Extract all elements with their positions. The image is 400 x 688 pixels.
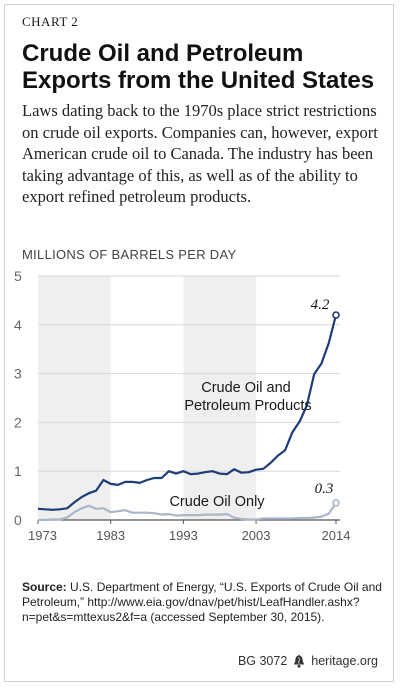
end-value-label-primary: 4.2 <box>311 297 330 313</box>
x-tick-labels: 1973 1983 1993 2003 2014 <box>28 520 350 543</box>
y-tick-label-0: 0 <box>14 512 22 528</box>
source-note: Source: U.S. Department of Energy, “U.S.… <box>22 580 382 625</box>
y-tick-label-3: 3 <box>14 366 22 382</box>
report-id: BG 3072 <box>237 654 288 668</box>
source-label: Source: <box>22 580 67 594</box>
x-tick-label-1983: 1983 <box>96 528 125 543</box>
chart-subtitle: Laws dating back to the 1970s place stri… <box>22 101 378 206</box>
liberty-bell-icon <box>294 654 305 668</box>
y-tick-label-2: 2 <box>14 414 22 430</box>
gridlines <box>38 275 340 521</box>
chart-frame <box>4 4 394 682</box>
x-tick-label-2003: 2003 <box>242 528 271 543</box>
y-tick-label-4: 4 <box>14 317 22 333</box>
shaded-band-0 <box>38 276 111 520</box>
x-tick-label-2014: 2014 <box>322 528 351 543</box>
x-tick-label-1993: 1993 <box>169 528 198 543</box>
series-line-0 <box>37 314 338 511</box>
chart-title: Crude Oil and Petroleum Exports from the… <box>22 40 375 94</box>
series-label-crude-oil-only: Crude Oil Only <box>169 494 265 510</box>
chart-tag: CHART 2 <box>22 14 79 29</box>
y-tick-labels: 0 1 2 3 4 5 <box>14 268 22 528</box>
site-name: heritage.org <box>311 654 378 668</box>
series-label-crude-oil-and-petroleum-products: Crude Oil and Petroleum Products <box>184 380 311 414</box>
footer: BG 3072 heritage.org <box>238 654 378 668</box>
shaded-band-1 <box>183 276 257 520</box>
y-tick-label-5: 5 <box>14 268 22 284</box>
series-line-1 <box>38 502 337 522</box>
line-chart: 0 1 2 3 4 5 1973 1983 1993 2003 2014 Crude Oil an… <box>14 268 350 543</box>
shaded-bands <box>38 276 257 520</box>
end-value-label-secondary: 0.3 <box>315 481 334 497</box>
source-text: U.S. Department of Energy, “U.S. Exports… <box>22 580 382 624</box>
series-end-marker-1 <box>332 499 340 507</box>
x-tick-label-1973: 1973 <box>28 528 57 543</box>
series-end-marker-0 <box>332 311 340 319</box>
y-axis-unit-label: MILLIONS OF BARRELS PER DAY <box>22 247 237 262</box>
y-tick-label-1: 1 <box>14 463 22 479</box>
series-lines <box>37 311 340 522</box>
